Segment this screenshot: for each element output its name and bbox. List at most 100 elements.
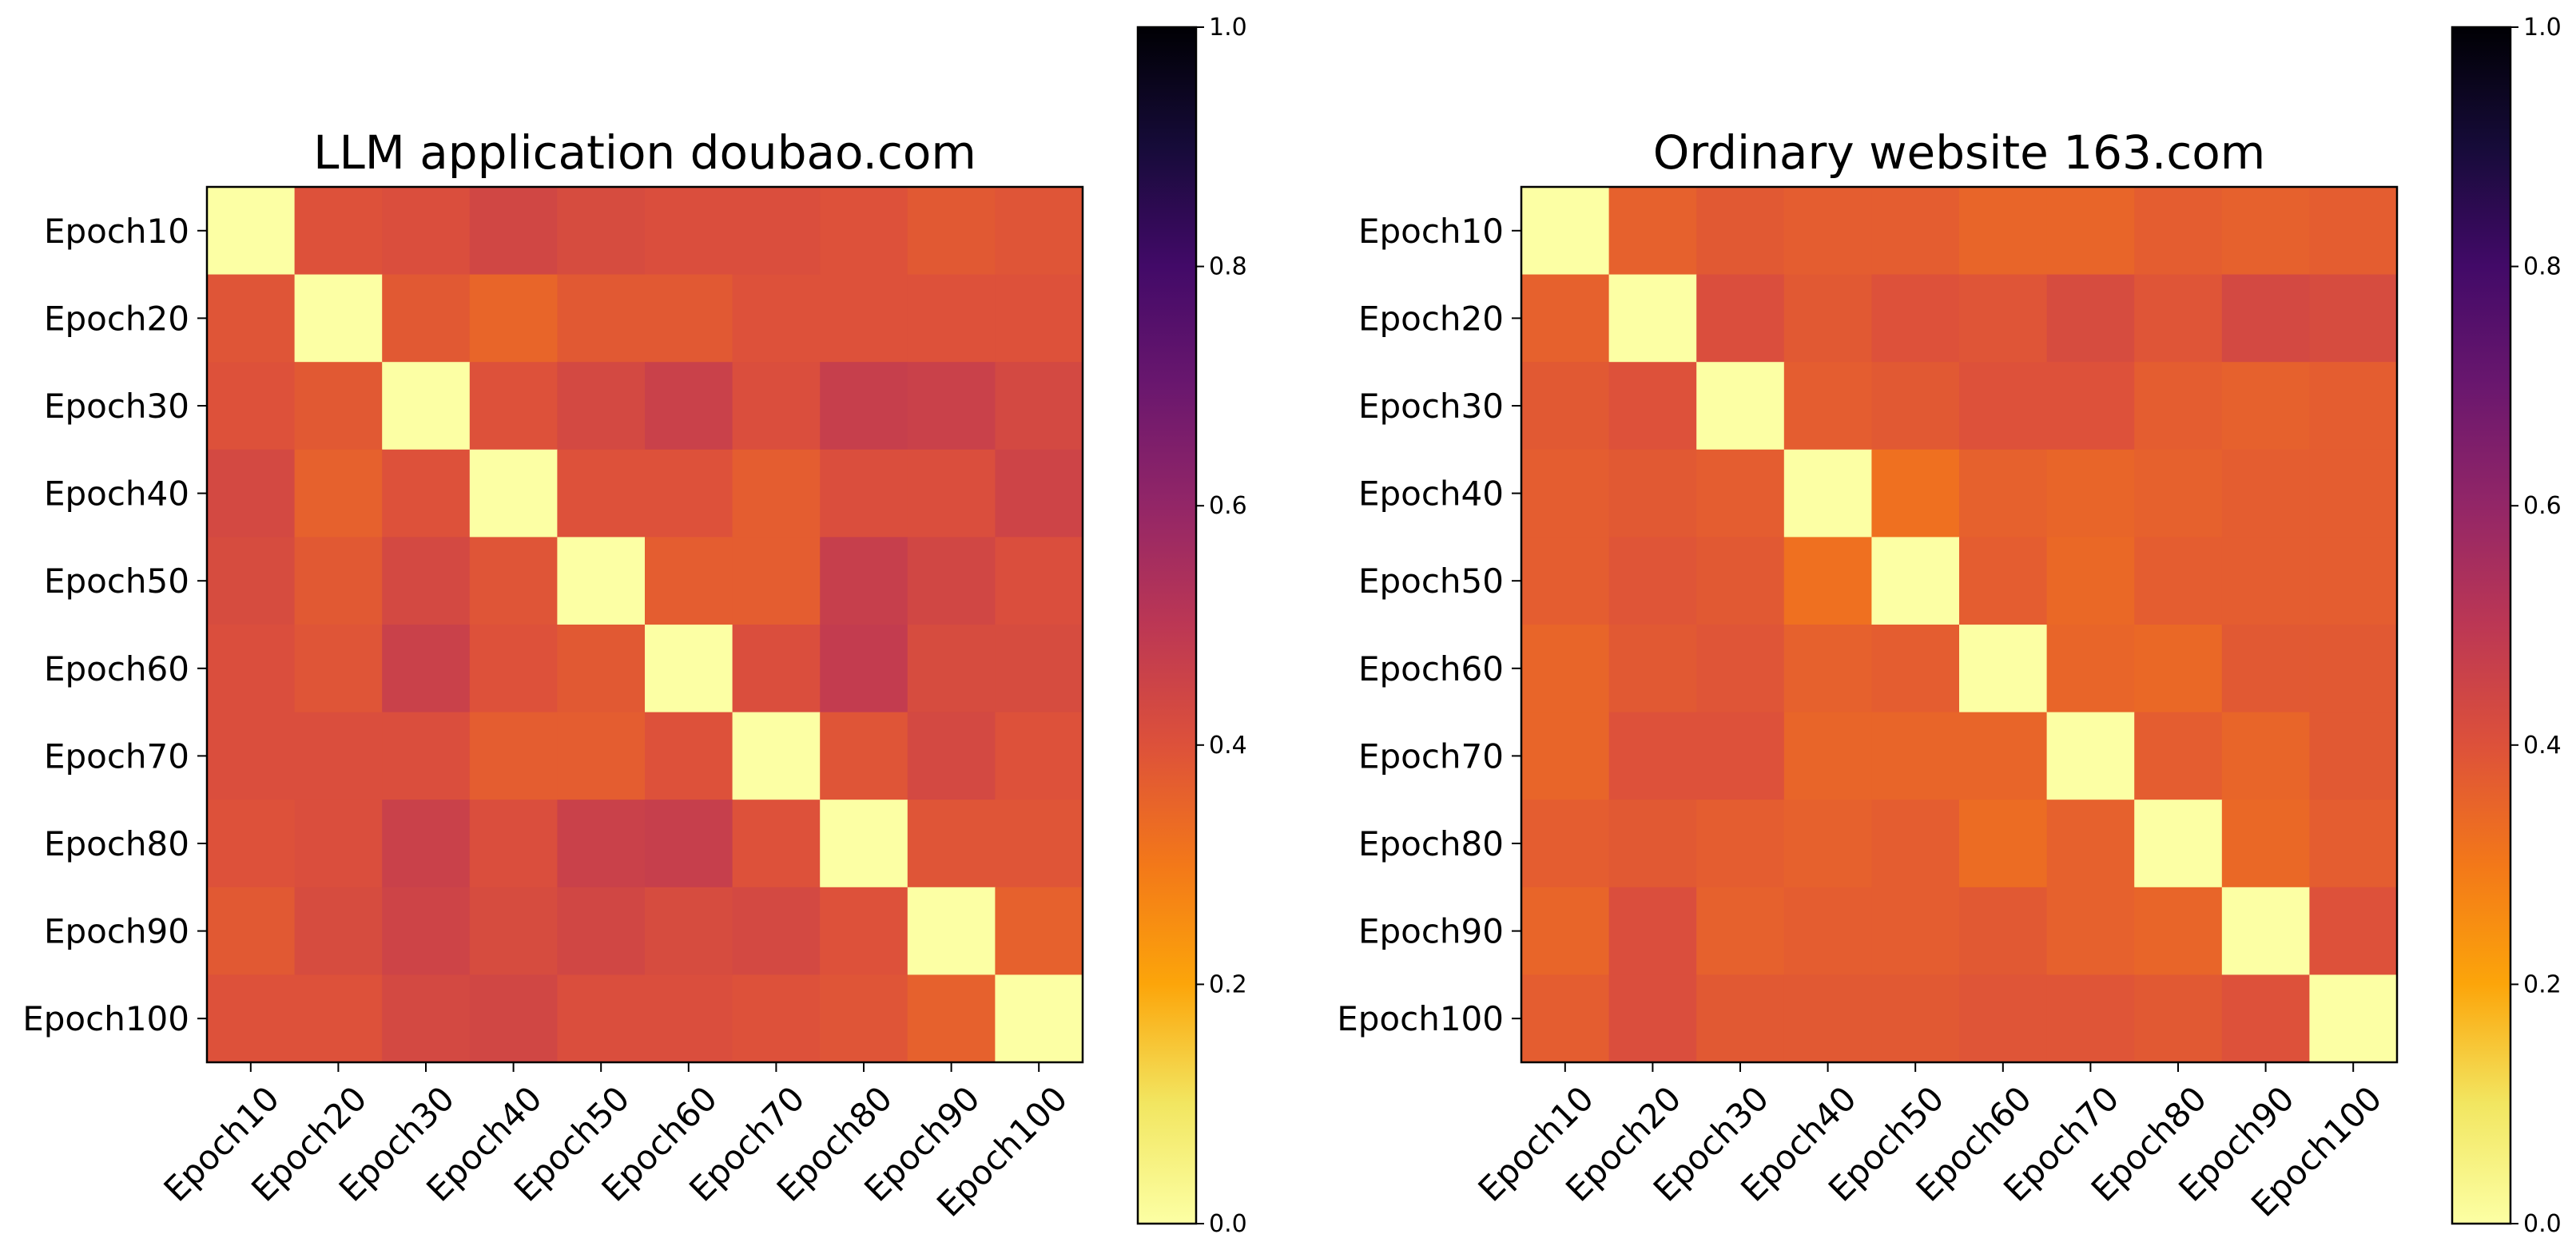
heatmap-cell (2134, 974, 2223, 1063)
colorbar-ticks: 0.0 0.2 0.4 0.6 0.8 1.0 (1196, 14, 1247, 1238)
heatmap-cell (1783, 800, 1872, 888)
heatmap-cell (557, 449, 646, 538)
heatmap-cell (645, 449, 733, 538)
heatmap-cell (2221, 449, 2310, 538)
heatmap-cell (907, 537, 996, 625)
heatmap-cell (294, 187, 383, 276)
heatmap-cell (382, 887, 471, 975)
y-tick-labels: Epoch10 Epoch20 Epoch30 Epoch40 Epoch50 Epoch… (22, 212, 207, 1038)
heatmap-cell (294, 362, 383, 450)
heatmap-cell (1521, 537, 1610, 625)
heatmap-cell (2046, 362, 2135, 450)
heatmap-cell (2221, 362, 2310, 450)
heatmap-cell (995, 274, 1083, 363)
heatmap-cell (382, 362, 471, 450)
heatmap-cell (820, 537, 908, 625)
heatmap-cell (732, 974, 821, 1063)
heatmap-cell (294, 537, 383, 625)
chart-title: LLM application doubao.com (313, 125, 976, 180)
heatmap-cell (907, 187, 996, 276)
heatmap-cell (1871, 362, 1960, 450)
heatmap-cell (294, 974, 383, 1063)
heatmap-cell (2221, 974, 2310, 1063)
heatmap-cell (820, 974, 908, 1063)
heatmap-cell (1696, 537, 1785, 625)
heatmap-cell (2046, 625, 2135, 713)
x-tick-labels: Epoch10Epoch20Epoch30Epoch40Epoch50Epoch… (157, 1062, 1075, 1224)
heatmap-cell (469, 274, 558, 363)
heatmap-cell (294, 449, 383, 538)
heatmap-cell (469, 974, 558, 1063)
heatmap-cell (1608, 187, 1697, 276)
heatmap-cell (907, 887, 996, 975)
heatmap-cell (207, 974, 296, 1063)
heatmap-cell (382, 974, 471, 1063)
heatmap-cell (2134, 537, 2223, 625)
heatmap-cell (907, 800, 996, 888)
heatmap-cell (207, 712, 296, 800)
heatmap-cell (732, 887, 821, 975)
heatmap-cell (294, 625, 383, 713)
y-tick-label: Epoch10 (1358, 212, 1504, 251)
heatmap-cell (382, 274, 471, 363)
heatmap-cell (2309, 274, 2398, 363)
heatmap-cell (469, 887, 558, 975)
heatmap-cell (1783, 712, 1872, 800)
heatmap-cell (382, 800, 471, 888)
heatmap-cell (1871, 537, 1960, 625)
heatmap-cell (2309, 712, 2398, 800)
colorbar-tick-label: 0.6 (1209, 492, 1247, 520)
heatmap-cell (2134, 274, 2223, 363)
heatmap-cell (2221, 187, 2310, 276)
colorbar-gradient (1136, 26, 1198, 1225)
heatmap-cell (557, 712, 646, 800)
heatmap-cell (2309, 449, 2398, 538)
heatmap-cell (2309, 362, 2398, 450)
colorbar-tick-label: 0.6 (2523, 492, 2562, 520)
heatmap-cell (1696, 449, 1785, 538)
heatmap-cell (207, 362, 296, 450)
heatmap-cell (1871, 625, 1960, 713)
heatmap-cell (645, 712, 733, 800)
heatmap-cell (2046, 187, 2135, 276)
heatmap-cell (469, 537, 558, 625)
heatmap-cell (1783, 274, 1872, 363)
heatmap-cell (2221, 537, 2310, 625)
heatmap-cell (995, 187, 1083, 276)
y-tick-label: Epoch50 (1358, 561, 1504, 601)
heatmap-cell (820, 362, 908, 450)
y-tick-label: Epoch10 (44, 212, 189, 251)
heatmap-cell (557, 974, 646, 1063)
heatmap-cell (2221, 887, 2310, 975)
heatmap-cell (2221, 712, 2310, 800)
x-tick-labels: Epoch10Epoch20Epoch30Epoch40Epoch50Epoch… (1471, 1062, 2389, 1224)
heatmap-cell (557, 187, 646, 276)
heatmap-cell (820, 187, 908, 276)
y-tick-label: Epoch90 (1358, 912, 1504, 951)
heatmap-cell (2309, 974, 2398, 1063)
heatmap-cell (207, 887, 296, 975)
y-tick-label: Epoch80 (44, 824, 189, 863)
heatmap-cell (1696, 187, 1785, 276)
y-tick-label: Epoch50 (44, 561, 189, 601)
y-tick-label: Epoch60 (44, 649, 189, 688)
heatmap-cell (382, 625, 471, 713)
heatmap-cell (1696, 887, 1785, 975)
heatmap-cell (645, 800, 733, 888)
heatmap-cell (557, 362, 646, 450)
heatmap-cell (1959, 887, 2048, 975)
heatmap-cell (1871, 800, 1960, 888)
heatmap-cell (907, 974, 996, 1063)
y-tick-label: Epoch60 (1358, 649, 1504, 688)
heatmap-cell (2309, 887, 2398, 975)
colorbar-tick-label: 0.4 (2523, 732, 2562, 760)
y-tick-label: Epoch20 (44, 299, 189, 338)
heatmap-cell (1696, 362, 1785, 450)
y-tick-label: Epoch80 (1358, 824, 1504, 863)
heatmap-cell (645, 187, 733, 276)
y-tick-label: Epoch90 (44, 912, 189, 951)
heatmap-cell (1521, 274, 1610, 363)
colorbar-tick-label: 0.0 (2523, 1210, 2562, 1238)
colorbar-tick-label: 0.4 (1209, 732, 1247, 760)
